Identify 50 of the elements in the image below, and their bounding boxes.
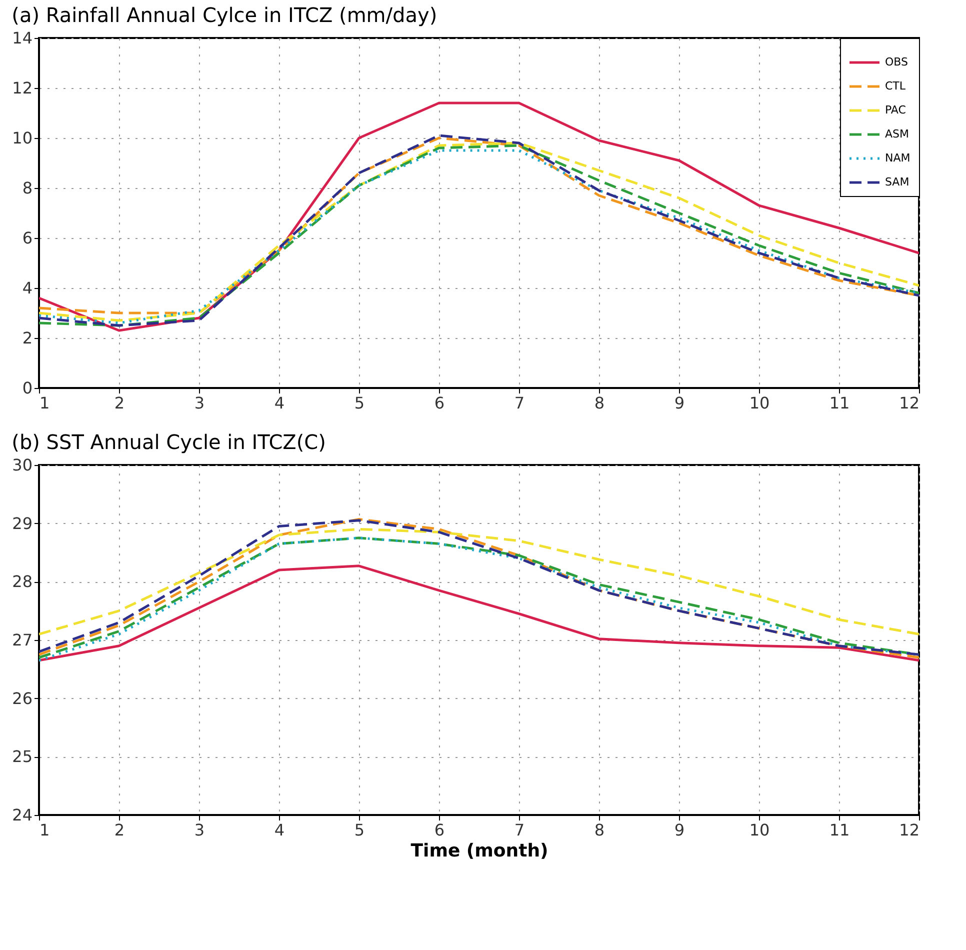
y-tick-label: 29: [12, 514, 32, 533]
legend-label: NAM: [885, 152, 910, 164]
y-tick-label: 2: [22, 328, 32, 348]
x-tick-label: 2: [114, 820, 125, 840]
x-tick-label: 11: [829, 820, 850, 840]
x-tick-label: 1: [40, 820, 50, 840]
legend-label: SAM: [885, 176, 910, 188]
x-tick-label: 10: [749, 820, 770, 840]
y-tick-label: 14: [12, 28, 32, 48]
legend-label: ASM: [885, 128, 909, 140]
x-tick-label: 2: [114, 394, 125, 412]
x-tick-label: 10: [749, 394, 770, 412]
chart-title: (a) Rainfall Annual Cylce in ITCZ (mm/day): [12, 3, 438, 27]
x-tick-label: 11: [829, 394, 850, 412]
y-tick-label: 4: [22, 278, 32, 298]
legend-label: OBS: [885, 56, 908, 68]
x-tick-label: 8: [594, 820, 605, 840]
y-tick-label: 27: [12, 630, 32, 650]
x-tick-label: 8: [594, 394, 605, 412]
y-tick-label: 8: [22, 178, 32, 198]
x-tick-label: 3: [194, 820, 205, 840]
x-tick-label: 6: [434, 394, 445, 412]
chart-title: (b) SST Annual Cycle in ITCZ(C): [12, 430, 326, 454]
x-tick-label: 4: [274, 820, 285, 840]
x-tick-label: 9: [674, 820, 685, 840]
x-tick-label: 7: [514, 820, 525, 840]
x-tick-label: 5: [354, 820, 365, 840]
x-tick-label: 3: [194, 394, 205, 412]
y-tick-label: 0: [22, 378, 32, 398]
y-tick-label: 26: [12, 688, 32, 708]
line-series: [39, 528, 919, 636]
x-tick-label: 6: [434, 820, 445, 840]
y-tick-label: 24: [12, 806, 32, 824]
x-tick-label: 12: [899, 394, 920, 412]
legend-label: PAC: [885, 104, 906, 116]
y-tick-label: 25: [12, 747, 32, 766]
x-axis-title: Time (month): [410, 840, 548, 862]
y-tick-label: 10: [12, 128, 32, 148]
x-tick-label: 4: [274, 394, 285, 412]
legend-label: CTL: [885, 80, 906, 92]
y-tick-label: 30: [12, 456, 32, 474]
y-tick-label: 12: [12, 78, 32, 98]
x-tick-label: 7: [514, 394, 525, 412]
line-series: [39, 564, 919, 662]
x-tick-label: 9: [674, 394, 685, 412]
x-tick-label: 5: [354, 394, 365, 412]
x-tick-label: 1: [40, 394, 50, 412]
x-tick-label: 12: [899, 820, 920, 840]
y-tick-label: 6: [22, 228, 32, 248]
y-tick-label: 28: [12, 572, 32, 592]
